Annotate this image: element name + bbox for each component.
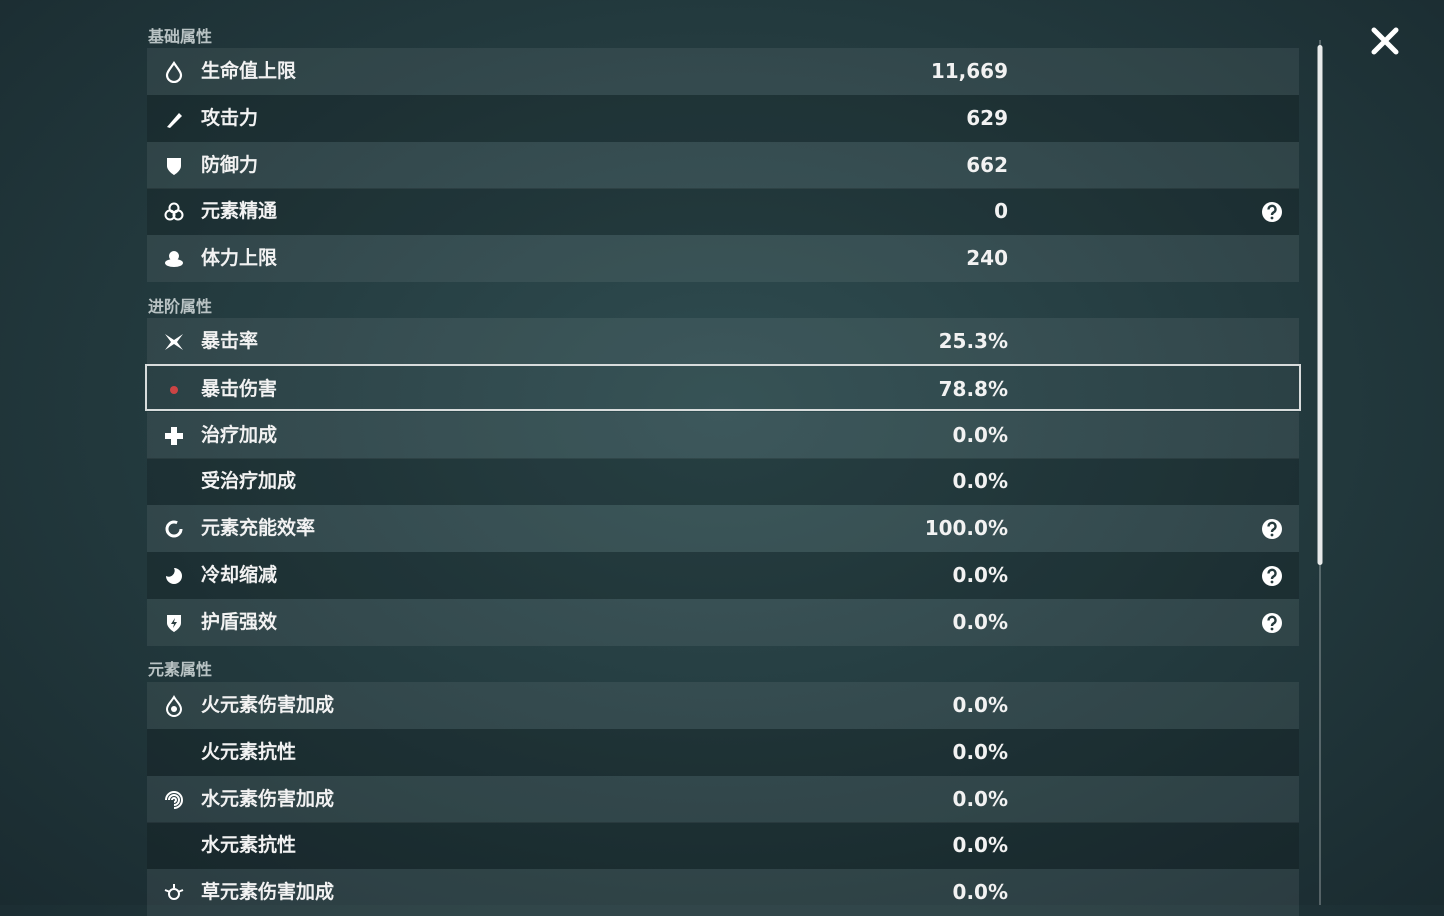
- stat-row[interactable]: 水元素抗性 0.0%: [147, 822, 1299, 870]
- stat-row[interactable]: 暴击率 25.3%: [147, 318, 1299, 365]
- stat-label: 暴击率: [201, 330, 259, 352]
- stat-label: 攻击力: [201, 106, 259, 129]
- stat-row[interactable]: 元素精通 0: [147, 188, 1299, 236]
- stat-label: 防御力: [201, 153, 259, 176]
- close-button[interactable]: [1370, 26, 1400, 56]
- stat-icon: [165, 790, 183, 809]
- stat-icon: [167, 614, 181, 632]
- stat-icon: [167, 112, 182, 128]
- stat-value: 25.3%: [938, 329, 1008, 353]
- stat-label: 元素精通: [201, 200, 278, 223]
- stat-row[interactable]: 火元素抗性 0.0%: [147, 728, 1299, 776]
- stat-row[interactable]: 暴击伤害 78.8%: [145, 363, 1301, 411]
- stat-row[interactable]: 草元素伤害加成 0.0%: [147, 869, 1299, 916]
- stat-row[interactable]: 受治疗加成 0.0%: [147, 458, 1299, 506]
- help-button[interactable]: [1261, 518, 1283, 540]
- stat-row[interactable]: 攻击力 629: [147, 94, 1299, 142]
- stat-label: 暴击伤害: [201, 377, 278, 400]
- stat-label: 元素充能效率: [201, 517, 316, 540]
- help-button[interactable]: [1261, 201, 1283, 223]
- stat-icon: [165, 61, 183, 83]
- stat-label: 火元素抗性: [201, 740, 297, 763]
- stat-row[interactable]: 体力上限 240: [147, 235, 1299, 283]
- section-title: 进阶属性: [148, 297, 213, 316]
- section-title: 元素属性: [148, 660, 213, 679]
- stat-value: 0.0%: [952, 693, 1008, 717]
- stat-label: 生命值上限: [201, 60, 297, 82]
- stat-icon: [166, 568, 182, 584]
- stat-icon: [165, 426, 183, 445]
- stat-icon: [165, 334, 183, 350]
- stat-icon: [164, 202, 184, 221]
- stat-value: 0.0%: [952, 880, 1008, 905]
- stat-label: 水元素抗性: [201, 834, 297, 857]
- stat-label: 护盾强效: [201, 610, 278, 633]
- section-title: 基础属性: [148, 27, 213, 46]
- stat-row[interactable]: 生命值上限 11,669: [147, 48, 1299, 95]
- stat-label: 草元素伤害加成: [201, 881, 335, 904]
- stat-value: 0.0%: [952, 563, 1008, 587]
- stat-row[interactable]: 防御力 662: [147, 141, 1299, 189]
- stat-icon: [170, 385, 178, 394]
- stat-row[interactable]: 护盾强效 0.0%: [147, 598, 1299, 646]
- stat-icon: [165, 520, 183, 538]
- stat-label: 受治疗加成: [201, 470, 297, 493]
- help-button[interactable]: [1261, 565, 1283, 587]
- stat-label: 水元素伤害加成: [201, 787, 335, 810]
- stat-value: 240: [966, 246, 1008, 271]
- stat-value: 100.0%: [924, 516, 1008, 541]
- stat-row[interactable]: 元素充能效率 100.0%: [147, 505, 1299, 553]
- stat-icon: [164, 884, 184, 901]
- stat-value: 629: [966, 105, 1008, 130]
- stat-row[interactable]: 治疗加成 0.0%: [147, 411, 1299, 459]
- stat-value: 0.0%: [952, 422, 1008, 447]
- stat-label: 火元素伤害加成: [201, 694, 335, 716]
- stat-value: 11,669: [930, 59, 1008, 83]
- stat-value: 0.0%: [952, 739, 1008, 764]
- stat-icon: [167, 157, 181, 175]
- stat-label: 治疗加成: [201, 423, 278, 446]
- stat-row[interactable]: 火元素伤害加成 0.0%: [147, 682, 1299, 729]
- stat-row[interactable]: 水元素伤害加成 0.0%: [147, 775, 1299, 823]
- help-button[interactable]: [1261, 612, 1283, 634]
- stat-label: 体力上限: [201, 247, 278, 270]
- stat-value: 78.8%: [938, 376, 1008, 401]
- stat-label: 冷却缩减: [201, 564, 278, 586]
- stat-value: 0.0%: [952, 786, 1008, 811]
- stat-icon: [165, 695, 183, 717]
- stat-value: 0.0%: [952, 469, 1008, 494]
- stat-value: 0.0%: [952, 833, 1008, 858]
- stat-value: 662: [966, 152, 1008, 177]
- stat-icon: [165, 251, 183, 268]
- stat-value: 0.0%: [952, 609, 1008, 634]
- stat-row[interactable]: 冷却缩减 0.0%: [147, 552, 1299, 599]
- stat-value: 0: [994, 199, 1008, 224]
- scrollbar[interactable]: [1316, 40, 1324, 905]
